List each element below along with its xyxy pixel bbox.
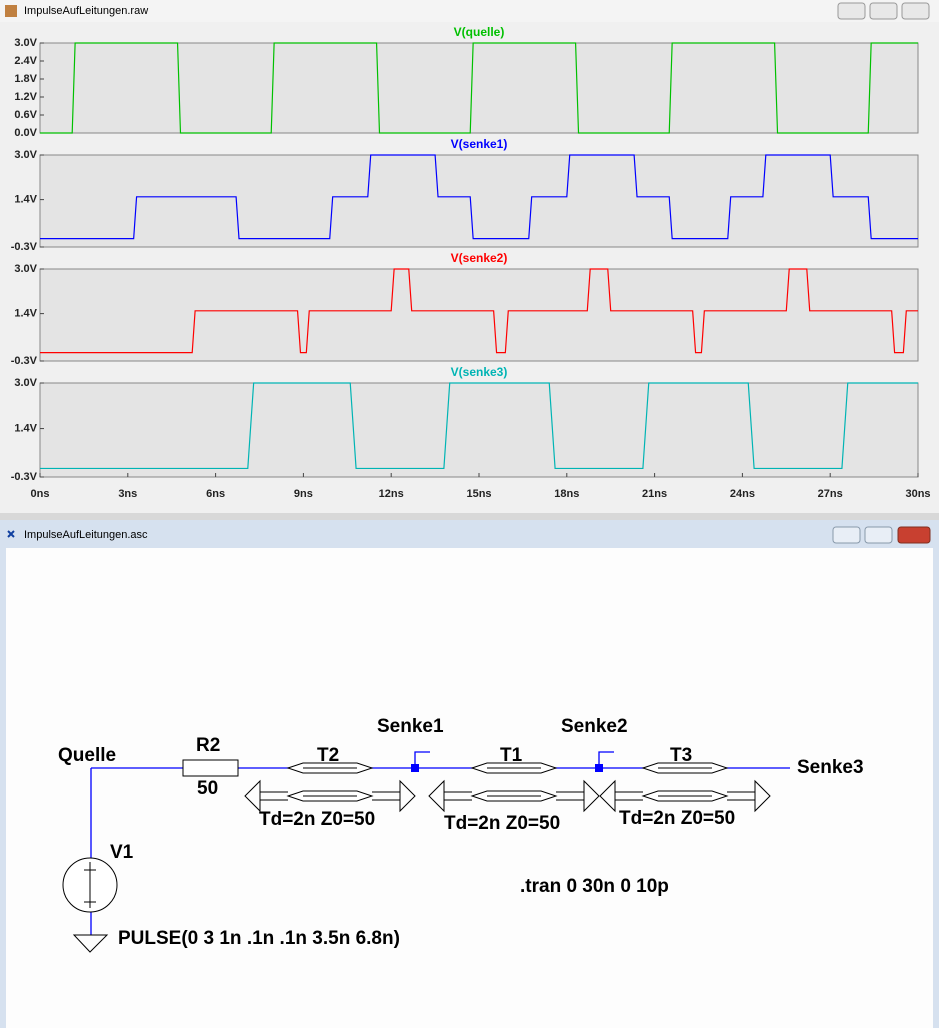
plot-area: [39, 382, 919, 478]
ground: [72, 934, 109, 953]
y-tick-label: 0.0V: [14, 127, 37, 139]
close-button[interactable]: [897, 526, 931, 544]
trace-title: V(senke3): [451, 365, 508, 379]
x-tick-label: 15ns: [466, 488, 491, 500]
line-arrows: [428, 779, 600, 813]
schematic-canvas: [6, 548, 933, 1028]
wires: [62, 751, 790, 953]
line-arrows: [244, 779, 416, 813]
maximize-button[interactable]: [869, 2, 898, 20]
y-tick-label: -0.3V: [11, 355, 38, 367]
line-symbol: [470, 762, 558, 774]
line-symbol: [286, 762, 374, 774]
title-bar: [0, 0, 939, 22]
window-title: ImpulseAufLeitungen.asc: [24, 529, 148, 541]
component-name: R2: [196, 735, 220, 756]
line-symbol: [641, 790, 729, 802]
component-value: Td=2n Z0=50: [444, 813, 560, 834]
x-tick-label: 18ns: [554, 488, 579, 500]
trace-title: V(senke1): [451, 137, 508, 151]
component-name: T2: [317, 745, 339, 766]
y-tick-label: -0.3V: [11, 471, 38, 483]
component-value: 50: [197, 778, 218, 799]
net-label: Quelle: [58, 745, 116, 766]
y-tick-label: -0.3V: [11, 241, 38, 253]
component-value: Td=2n Z0=50: [619, 808, 735, 829]
component-name: T1: [500, 745, 523, 766]
transmission-lines: [244, 762, 771, 813]
y-tick-label: 1.4V: [14, 194, 37, 206]
y-tick-label: 3.0V: [14, 149, 37, 161]
x-tick-label: 3ns: [118, 488, 137, 500]
junction: [411, 764, 419, 772]
y-tick-label: 2.4V: [14, 55, 37, 67]
window-buttons[interactable]: [832, 526, 931, 544]
line-symbol: [286, 790, 374, 802]
trace-title: V(quelle): [454, 25, 505, 39]
component-value: Td=2n Z0=50: [259, 809, 375, 830]
plot-area: [39, 268, 919, 362]
app-icon: [5, 5, 17, 17]
x-tick-label: 21ns: [642, 488, 667, 500]
separator: [0, 513, 939, 520]
resistor: [182, 759, 239, 777]
line-symbol: [470, 790, 558, 802]
y-tick-label: 1.8V: [14, 73, 37, 85]
x-tick-label: 9ns: [294, 488, 313, 500]
plot-area: [39, 42, 919, 134]
trace: [40, 154, 918, 240]
net-label: Senke1: [377, 716, 444, 737]
window-buttons[interactable]: [837, 2, 930, 20]
plot-area: [39, 154, 919, 248]
trace: [40, 382, 918, 470]
y-tick-label: 1.4V: [14, 422, 37, 434]
y-tick-label: 1.2V: [14, 91, 37, 103]
line-arrows: [599, 779, 771, 813]
maximize-button[interactable]: [864, 526, 893, 544]
y-tick-label: 3.0V: [14, 263, 37, 275]
trace-title: V(senke2): [451, 251, 508, 265]
close-button[interactable]: [901, 2, 930, 20]
window-title: ImpulseAufLeitungen.raw: [24, 5, 148, 17]
x-tick-label: 12ns: [379, 488, 404, 500]
x-tick-label: 30ns: [905, 488, 930, 500]
line-symbol: [641, 762, 729, 774]
y-tick-label: 1.4V: [14, 308, 37, 320]
net-label: Senke2: [561, 716, 628, 737]
spice-directive: .tran 0 30n 0 10p: [520, 876, 669, 897]
net-label: Senke3: [797, 757, 864, 778]
app-icon: [7, 530, 15, 538]
trace: [40, 268, 918, 354]
minimize-button[interactable]: [832, 526, 861, 544]
x-tick-label: 0ns: [31, 488, 50, 500]
x-tick-label: 24ns: [730, 488, 755, 500]
trace: [40, 42, 918, 134]
component-name: T3: [670, 745, 692, 766]
component-value: PULSE(0 3 1n .1n .1n 3.5n 6.8n): [118, 928, 400, 949]
y-tick-label: 3.0V: [14, 377, 37, 389]
component-name: V1: [110, 842, 134, 863]
junction: [595, 764, 603, 772]
minimize-button[interactable]: [837, 2, 866, 20]
y-tick-label: 3.0V: [14, 37, 37, 49]
y-tick-label: 0.6V: [14, 109, 37, 121]
x-tick-label: 27ns: [818, 488, 843, 500]
x-tick-label: 6ns: [206, 488, 225, 500]
